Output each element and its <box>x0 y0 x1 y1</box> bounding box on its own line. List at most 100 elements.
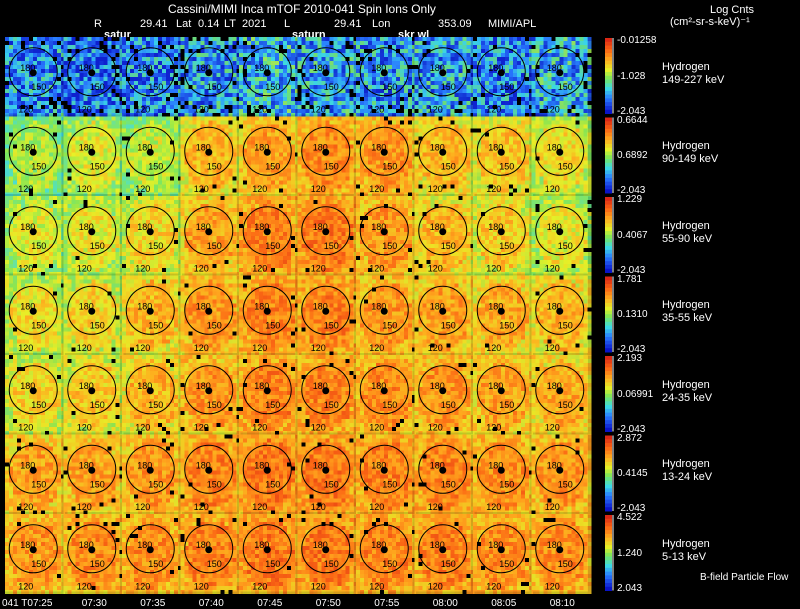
l-value: 29.41 <box>334 19 362 30</box>
ring-label-150: 150 <box>382 320 397 330</box>
ring-label-150: 150 <box>148 320 163 330</box>
ring-label-180: 180 <box>20 301 35 311</box>
species-label: Hydrogen <box>662 299 712 312</box>
ring-label-120: 120 <box>311 502 326 512</box>
ring-label-120: 120 <box>545 582 560 592</box>
ring-label-120: 120 <box>369 423 384 433</box>
ring-label-150: 150 <box>90 241 105 251</box>
ring-label-150: 150 <box>207 161 222 171</box>
ring-label-150: 150 <box>148 161 163 171</box>
sky-map-panel: 180 150 120 <box>473 196 533 276</box>
colorbar-max-label: 0.6644 <box>617 115 648 126</box>
colorbar-min-label: -2.043 <box>617 345 645 355</box>
colorbar <box>605 117 614 194</box>
ring-label-180: 180 <box>137 63 152 73</box>
ring-label-120: 120 <box>194 105 209 115</box>
ring-label-150: 150 <box>558 320 573 330</box>
sky-map-panel: 180 150 120 <box>239 116 299 197</box>
ring-label-180: 180 <box>196 63 211 73</box>
ring-label-120: 120 <box>194 582 209 592</box>
ring-label-150: 150 <box>265 400 280 410</box>
ring-label-120: 120 <box>369 582 384 592</box>
sky-map-panel: 180 150 120 <box>531 275 592 356</box>
ring-label-150: 150 <box>499 559 514 569</box>
ring-label-180: 180 <box>547 63 562 73</box>
ring-label-180: 180 <box>547 301 562 311</box>
sky-map-panel: 180 150 120 <box>122 434 182 515</box>
ring-label-180: 180 <box>371 222 386 232</box>
sky-map-panel: 180 150 120 <box>297 275 358 356</box>
sky-map-panel: 180 150 120 <box>63 355 124 435</box>
ring-label-120: 120 <box>135 423 150 433</box>
ring-label-120: 120 <box>135 343 150 353</box>
sky-map-panel: 180 150 120 <box>239 434 299 515</box>
ring-label-120: 120 <box>18 184 33 194</box>
ring-label-180: 180 <box>20 460 35 470</box>
ring-label-150: 150 <box>499 82 514 92</box>
sky-map-panel: 180 150 120 <box>356 37 416 117</box>
ring-label-150: 150 <box>441 400 456 410</box>
ring-label-150: 150 <box>441 479 456 489</box>
ring-label-180: 180 <box>137 301 152 311</box>
sky-map-panel: 180 150 120 <box>122 275 182 356</box>
sky-map-panel: 180 150 120 <box>297 37 358 117</box>
sky-map-panel: 180 150 120 <box>356 275 416 356</box>
sky-map-panel: 180 150 120 <box>180 434 241 515</box>
ring-label-120: 120 <box>545 105 560 115</box>
colorbar-mid-label: 0.4067 <box>617 230 648 241</box>
ring-label-120: 120 <box>252 423 267 433</box>
time-axis-label: 07:50 <box>316 599 341 609</box>
sky-map-panel: 180 150 120 <box>414 275 475 356</box>
colorbar-max-label: 4.522 <box>617 513 642 523</box>
ring-label-120: 120 <box>252 502 267 512</box>
sky-map-panel: 180 150 120 <box>297 514 358 594</box>
ring-label-120: 120 <box>428 264 443 274</box>
ring-label-180: 180 <box>313 63 328 73</box>
ring-label-150: 150 <box>207 559 222 569</box>
ring-label-150: 150 <box>207 241 222 251</box>
ring-label-150: 150 <box>382 82 397 92</box>
sky-map-panel: 180 150 120 <box>122 514 182 594</box>
ring-label-120: 120 <box>486 423 501 433</box>
ring-label-120: 120 <box>369 502 384 512</box>
ring-label-180: 180 <box>488 540 503 550</box>
sky-map-panel: 180 150 120 <box>180 355 241 435</box>
ring-label-180: 180 <box>196 142 211 152</box>
ring-label-120: 120 <box>486 264 501 274</box>
colorbar-mid-label: 0.4145 <box>617 469 648 479</box>
ring-label-150: 150 <box>31 320 46 330</box>
lat-label: Lat <box>176 19 191 30</box>
ring-label-150: 150 <box>148 82 163 92</box>
ring-label-120: 120 <box>18 264 33 274</box>
lon-label: Lon <box>372 19 390 30</box>
sky-map-panel: 180 150 120 <box>531 116 592 197</box>
ring-label-120: 120 <box>194 502 209 512</box>
sky-map-panel: 180 150 120 <box>180 514 241 594</box>
ring-label-180: 180 <box>20 540 35 550</box>
colorbar-max-label: 1.781 <box>617 274 642 285</box>
ring-label-150: 150 <box>148 400 163 410</box>
sky-map-panel: 180 150 120 <box>356 355 416 435</box>
ring-label-150: 150 <box>558 479 573 489</box>
colorbar-min-label: -2.043 <box>617 504 645 514</box>
ring-label-180: 180 <box>254 381 269 391</box>
ring-label-120: 120 <box>135 502 150 512</box>
ring-label-150: 150 <box>441 161 456 171</box>
ring-label-150: 150 <box>499 479 514 489</box>
ring-label-180: 180 <box>547 540 562 550</box>
time-axis-label: 07:35 <box>140 599 165 609</box>
ring-label-150: 150 <box>324 400 339 410</box>
ring-label-150: 150 <box>441 241 456 251</box>
sky-map-panel: 180 150 120 <box>531 514 592 594</box>
sky-map-panel: 180 150 120 <box>356 196 416 276</box>
sky-map-panel: 180 150 120 <box>5 514 65 594</box>
ring-label-180: 180 <box>313 142 328 152</box>
ring-label-120: 120 <box>486 582 501 592</box>
ring-label-120: 120 <box>311 582 326 592</box>
sky-map-panel: 180 150 120 <box>239 275 299 356</box>
ring-label-120: 120 <box>77 105 92 115</box>
sky-map-panel: 180 150 120 <box>414 514 475 594</box>
sky-map-panel: 180 150 120 <box>414 37 475 117</box>
sky-map-panel: 180 150 120 <box>414 434 475 515</box>
ring-label-180: 180 <box>430 381 445 391</box>
